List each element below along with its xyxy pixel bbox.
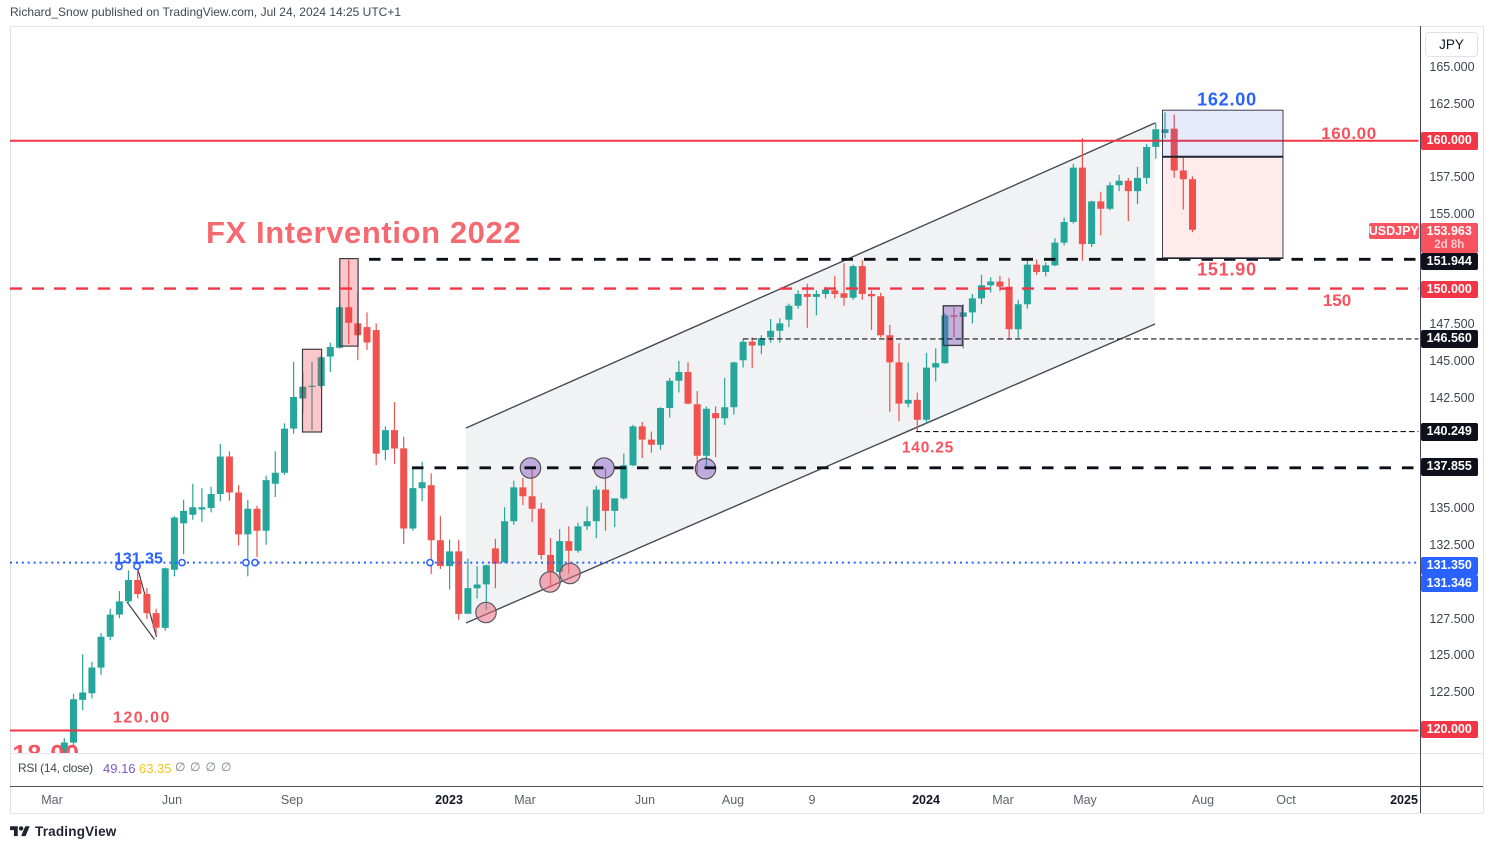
svg-text:140.25: 140.25 [902,440,954,457]
svg-text:120.00: 120.00 [113,710,171,727]
svg-text:150: 150 [1323,291,1351,310]
svg-text:151.90: 151.90 [1197,260,1257,280]
svg-text:131.35: 131.35 [114,551,163,568]
svg-text:FX Intervention 2022: FX Intervention 2022 [206,215,521,250]
svg-text:118.00: 118.00 [0,741,80,769]
svg-text:160.00: 160.00 [1321,124,1377,143]
svg-text:162.00: 162.00 [1197,90,1257,110]
